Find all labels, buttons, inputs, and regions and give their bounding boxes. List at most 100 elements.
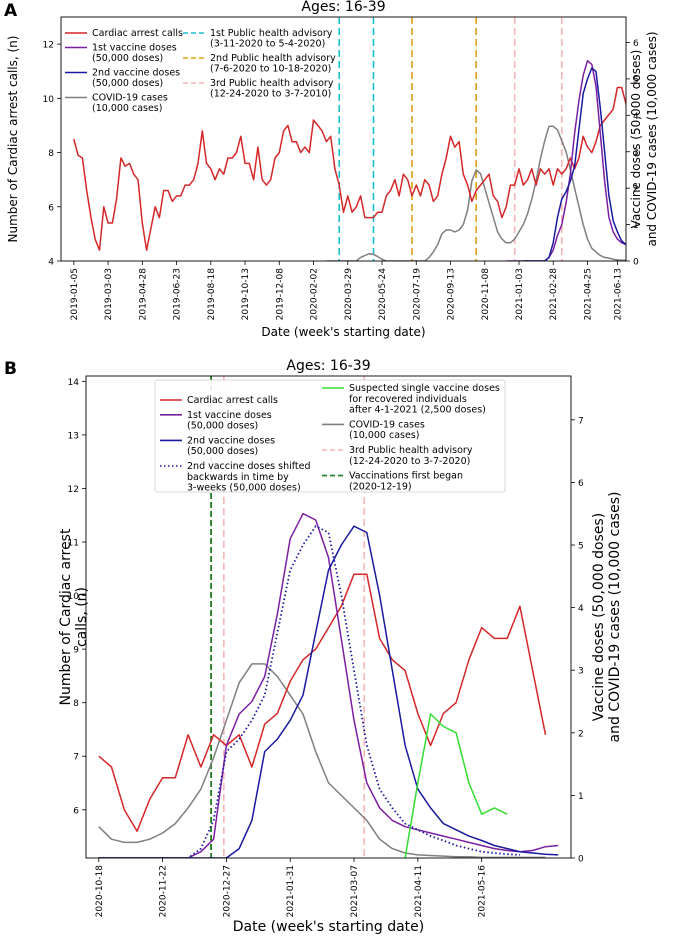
y-tick-label: 8	[48, 149, 54, 159]
series-line-covid-19-cases	[98, 663, 546, 858]
legend-label-vaccinations-first-began: Vaccinations first began	[349, 471, 463, 482]
y-right-tick-label: 4	[578, 604, 584, 614]
series-line-cardiac-arrest-calls	[98, 573, 547, 832]
x-tick-label: 2020-05-24	[378, 268, 388, 321]
x-tick-label: 2019-08-18	[207, 268, 217, 321]
y-right-axis-label: Vaccine doses (50,000 doses)	[591, 513, 607, 721]
y-right-tick-label: 2	[578, 729, 584, 739]
x-tick-label: 2020-11-22	[159, 865, 169, 917]
y-axis-label: Number of Cardiac arrest calls, (n)	[6, 36, 20, 243]
x-tick-label: 2020-03-29	[344, 268, 354, 321]
y-right-tick-label: 0	[578, 855, 584, 865]
x-tick-label: 2020-11-08	[481, 268, 491, 321]
y-tick-label: 9	[73, 646, 79, 656]
legend-label-2nd-vaccine-doses: 2nd vaccine doses	[187, 435, 275, 446]
legend-label-suspected-single-vaccine-doses: Suspected single vaccine doses	[349, 383, 500, 394]
y-right-tick-label: 7	[578, 416, 584, 426]
y-right-tick-label: 2	[633, 185, 639, 195]
y-right-tick-label: 6	[578, 479, 584, 489]
x-tick-label: 2021-05-16	[478, 865, 488, 918]
x-tick-label: 2021-06-13	[613, 268, 623, 320]
legend-label-3rd-public-health-advisory: 3rd Public health advisory	[210, 78, 334, 89]
y-tick-label: 6	[73, 806, 79, 816]
legend-label-covid-19-cases: COVID-19 cases	[92, 93, 168, 104]
x-tick-label: 2019-10-13	[241, 268, 251, 320]
y-tick-label: 10	[43, 95, 55, 105]
y-right-tick-label: 6	[633, 39, 639, 49]
y-axis-label: calls, (n)	[74, 587, 90, 647]
legend-label-vaccinations-first-began: (2020-12-19)	[349, 481, 412, 492]
x-tick-label: 2020-07-19	[412, 268, 422, 321]
x-axis-label: Date (week's starting date)	[261, 325, 425, 339]
legend-label-2nd-vaccine-doses-shifted: backwards in time by	[187, 472, 289, 483]
x-tick-label: 2019-12-08	[275, 268, 285, 321]
y-tick-label: 13	[68, 431, 79, 441]
legend-label-1st-public-health-advisory: 1st Public health advisory	[210, 28, 333, 39]
x-tick-label: 2020-09-13	[447, 268, 457, 320]
x-tick-label: 2019-04-28	[138, 268, 148, 321]
y-right-tick-label: 1	[578, 792, 584, 802]
series-line-covid-19-cases	[326, 125, 626, 261]
series-line-cardiac-arrest-calls	[73, 86, 626, 251]
legend-label-covid-19-cases: (10,000 cases)	[92, 103, 162, 114]
legend-label-cardiac-arrest-calls: Cardiac arrest calls	[92, 28, 183, 39]
x-tick-label: 2020-12-27	[222, 865, 232, 917]
y-right-axis-label: and COVID-19 cases (10,000 cases)	[607, 492, 623, 743]
x-axis-label: Date (week's starting date)	[233, 919, 425, 935]
y-right-tick-label: 4	[633, 112, 639, 122]
y-right-tick-label: 5	[633, 75, 639, 85]
legend-label-cardiac-arrest-calls: Cardiac arrest calls	[187, 395, 278, 406]
panel-label-b: B	[4, 359, 17, 379]
plot-area	[73, 17, 626, 261]
y-right-axis-label: Vaccine doses (50,000 doses)	[629, 50, 643, 229]
x-tick-label: 2021-04-25	[583, 268, 593, 320]
legend-label-1st-vaccine-doses: 1st vaccine doses	[92, 43, 177, 54]
legend-label-1st-public-health-advisory: (3-11-2020 to 5-4-2020)	[210, 39, 325, 50]
y-tick-label: 6	[48, 203, 54, 213]
legend-label-2nd-public-health-advisory: 2nd Public health advisory	[210, 53, 336, 64]
y-tick-label: 12	[68, 485, 79, 495]
x-tick-label: 2021-04-11	[414, 865, 424, 917]
legend-label-2nd-vaccine-doses-shifted: 3-weeks (50,000 doses)	[187, 483, 301, 494]
legend-label-1st-vaccine-doses: 1st vaccine doses	[187, 410, 272, 421]
y-tick-label: 12	[43, 41, 54, 51]
legend-label-2nd-vaccine-doses: 2nd vaccine doses	[92, 68, 180, 79]
y-right-tick-label: 1	[633, 221, 639, 231]
legend-label-3rd-public-health-advisory: (12-24-2020 to 3-7-2010)	[210, 89, 331, 100]
series-line-2nd-vaccine-doses-shifted	[98, 525, 520, 858]
x-tick-label: 2021-01-31	[286, 865, 296, 917]
y-right-tick-label: 3	[578, 667, 584, 677]
plot-frame	[60, 16, 627, 262]
legend-label-3rd-public-health-advisory: 3rd Public health advisory	[349, 445, 473, 456]
x-tick-label: 2021-01-03	[515, 268, 525, 320]
x-tick-label: 2021-02-28	[549, 268, 559, 321]
x-tick-label: 2020-10-18	[95, 865, 105, 918]
legend-label-suspected-single-vaccine-doses: for recovered individuals	[349, 394, 467, 405]
legend-box	[154, 379, 506, 493]
series-line-1st-vaccine-doses	[98, 512, 559, 858]
legend-label-3rd-public-health-advisory: (12-24-2020 to 3-7-2020)	[349, 456, 470, 467]
y-tick-label: 10	[68, 592, 80, 602]
y-tick-label: 14	[68, 378, 80, 388]
x-tick-label: 2019-06-23	[173, 268, 183, 320]
y-tick-label: 4	[48, 258, 54, 268]
series-line-suspected-single-vaccine-doses	[404, 713, 508, 858]
legend-label-2nd-public-health-advisory: (7-6-2020 to 10-18-2020)	[210, 64, 331, 75]
y-right-tick-label: 5	[578, 542, 584, 552]
chart-title: Ages: 16-39	[286, 358, 370, 374]
x-tick-label: 2019-01-05	[70, 268, 80, 320]
y-axis-label: Number of Cardiac arrest	[58, 528, 74, 705]
x-tick-label: 2020-02-02	[310, 268, 320, 320]
y-tick-label: 8	[73, 699, 79, 709]
panel-label-a: A	[4, 1, 18, 21]
x-tick-label: 2021-03-07	[350, 865, 360, 917]
series-line-2nd-vaccine-doses	[98, 525, 559, 858]
y-right-tick-label: 3	[633, 148, 639, 158]
plot-frame	[85, 375, 572, 859]
panel-b-chart: Ages: 16-3967891011121314012345672020-10…	[58, 358, 623, 935]
series-line-1st-vaccine-doses	[506, 59, 626, 261]
